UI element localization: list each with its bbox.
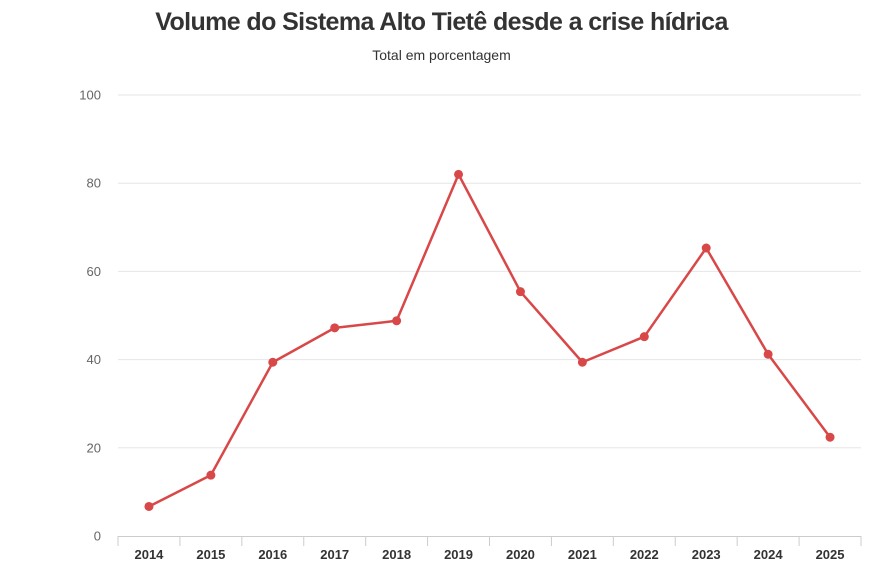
y-tick-label: 60 [87, 264, 101, 279]
x-axis: 2014 2015 2016 2017 2018 2019 2020 2021 2022 2023… [117, 536, 862, 562]
x-tick-label: 2021 [568, 547, 597, 562]
data-point[interactable] [639, 332, 649, 342]
x-tick-label: 2024 [754, 547, 784, 562]
x-tick-label: 2019 [444, 547, 473, 562]
x-tick-label: 2023 [692, 547, 721, 562]
series-group [144, 169, 835, 511]
y-axis: 0 20 40 60 80 100 [79, 88, 101, 544]
gridlines [118, 94, 861, 449]
y-tick-label: 20 [87, 440, 101, 455]
data-point[interactable] [763, 349, 773, 359]
y-tick-label: 0 [94, 529, 101, 544]
data-point[interactable] [392, 316, 402, 326]
x-tick-label: 2014 [134, 547, 164, 562]
x-tick-label: 2017 [320, 547, 349, 562]
y-tick-label: 40 [87, 352, 101, 367]
chart-subtitle: Total em porcentagem [372, 47, 511, 63]
y-tick-label: 80 [87, 176, 101, 191]
x-tick-label: 2015 [196, 547, 225, 562]
data-point[interactable] [330, 323, 340, 333]
data-point[interactable] [577, 357, 587, 367]
x-tick-label: 2025 [816, 547, 845, 562]
x-tick-label: 2018 [382, 547, 411, 562]
series-line [148, 173, 832, 508]
y-tick-label: 100 [79, 88, 101, 103]
data-point[interactable] [144, 501, 154, 511]
chart-title: Volume do Sistema Alto Tietê desde a cri… [155, 8, 728, 36]
data-point[interactable] [454, 169, 464, 179]
x-tick-label: 2022 [630, 547, 659, 562]
data-point[interactable] [701, 243, 711, 253]
data-point[interactable] [268, 357, 278, 367]
data-point[interactable] [825, 432, 835, 442]
x-tick-label: 2020 [506, 547, 535, 562]
x-tick-label: 2016 [258, 547, 287, 562]
data-point[interactable] [515, 287, 525, 297]
data-point[interactable] [206, 470, 216, 480]
